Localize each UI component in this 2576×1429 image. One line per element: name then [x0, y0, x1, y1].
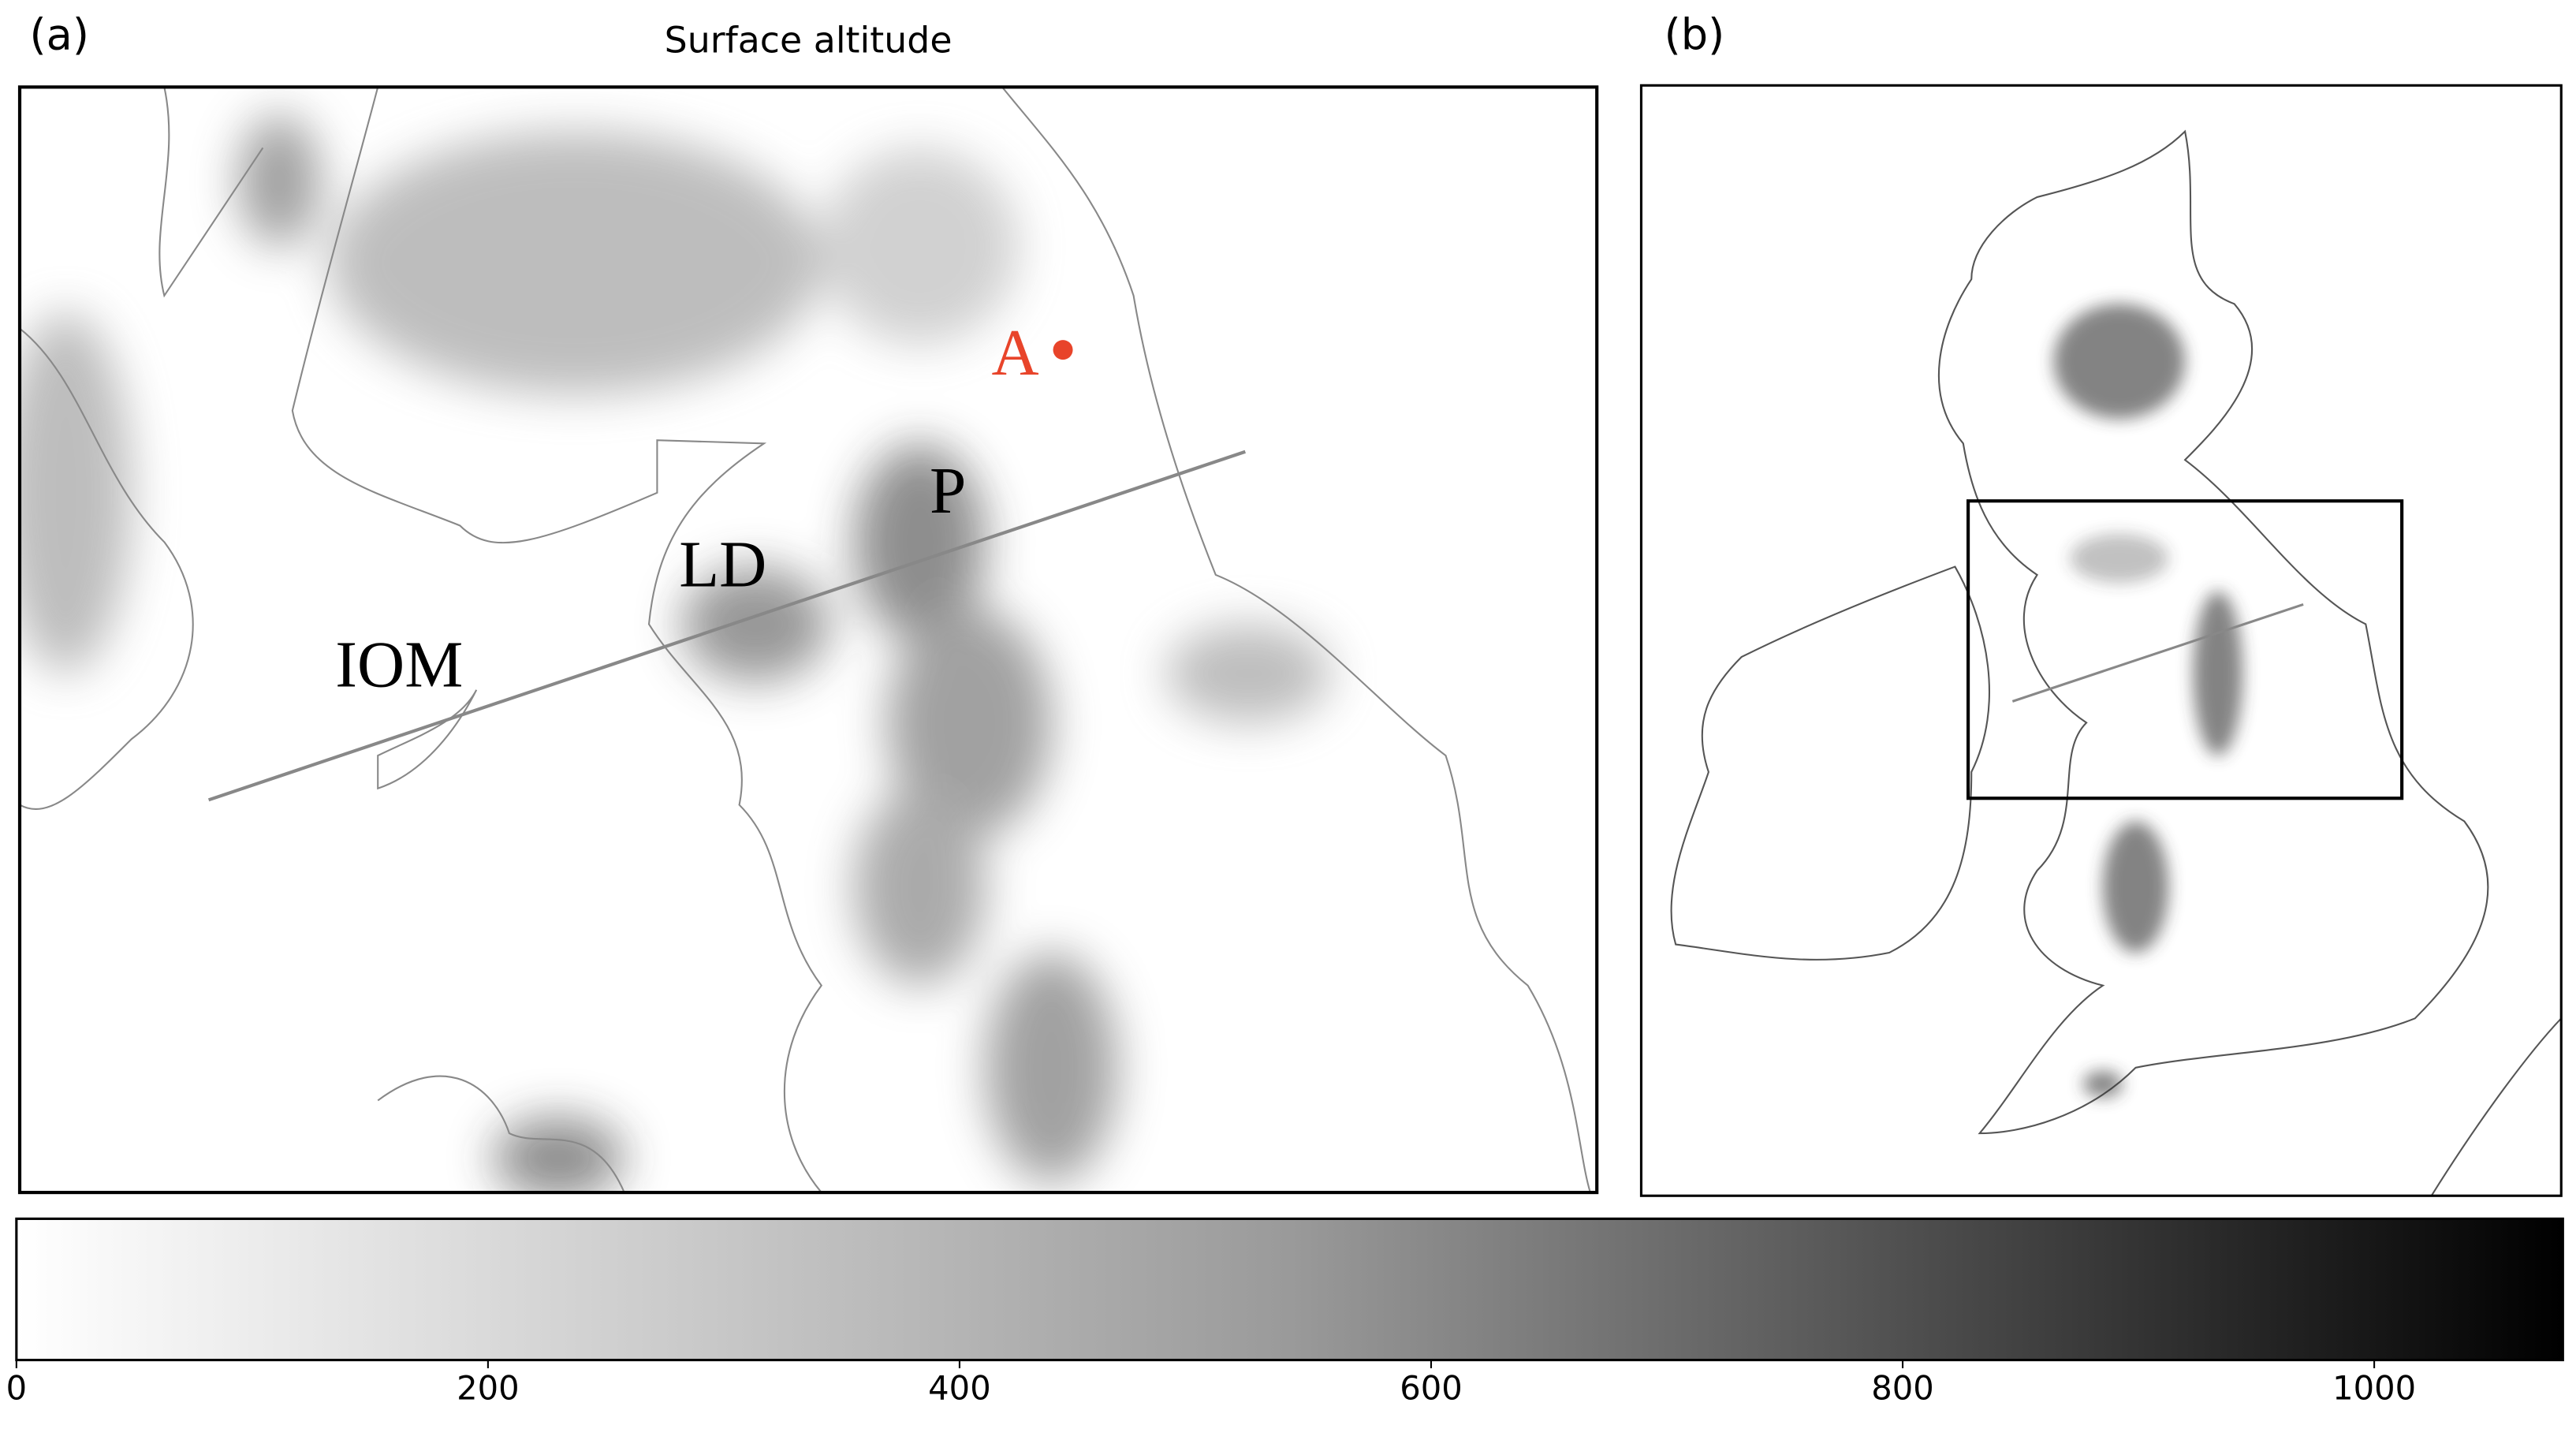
tick-label: 0 [6, 1369, 28, 1408]
annotation: P [930, 455, 966, 528]
coastline [1670, 129, 2562, 1196]
transect [207, 450, 1246, 802]
inset-box [1966, 499, 2404, 800]
map-b [1670, 129, 2562, 1196]
site-marker [1053, 340, 1073, 360]
panel-title: Surface altitude [665, 19, 952, 62]
map-a: A P LD IOM [20, 87, 1591, 1193]
annotation: IOM [335, 629, 463, 702]
terrain [20, 114, 1331, 1193]
panel-label: (b) [1665, 9, 1725, 59]
transect [2011, 603, 2304, 703]
tick-label: 1000 [2332, 1369, 2416, 1408]
terrain [2053, 304, 2243, 1098]
tick-label: 600 [1400, 1369, 1463, 1408]
colorbar [15, 1217, 2564, 1362]
coastline [20, 87, 1591, 1193]
panel-frame [17, 85, 1599, 1195]
annotation: LD [679, 529, 766, 602]
tick-label: 200 [457, 1369, 520, 1408]
colorbar-ticks: 0 200 400 600 800 1000 [6, 1360, 2416, 1408]
annotation: A [992, 317, 1039, 390]
panel-frame [1639, 84, 2563, 1197]
panel-label: (a) [30, 9, 89, 59]
tick-label: 800 [1871, 1369, 1934, 1408]
tick-label: 400 [928, 1369, 991, 1408]
